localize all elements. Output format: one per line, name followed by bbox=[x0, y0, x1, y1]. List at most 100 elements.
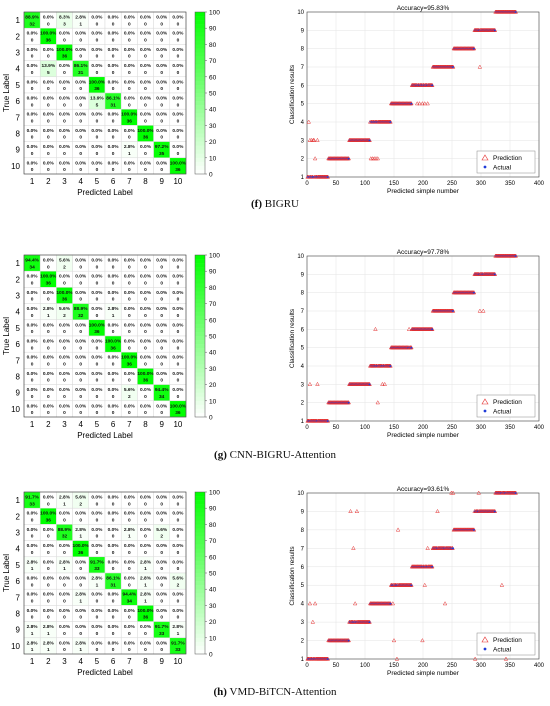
cm0-cell-pct-0-4: 0.0% bbox=[91, 14, 103, 20]
cb1-tick-6: 60 bbox=[209, 317, 217, 324]
sc0-xtick-7: 350 bbox=[505, 181, 516, 187]
cm2-cell-pct-1-2: 0.0% bbox=[59, 511, 71, 517]
cm2-cell-count-8-7: 0 bbox=[144, 631, 147, 637]
cm2-ytick-0: 1 bbox=[16, 496, 21, 505]
cm1-cell-count-8-9: 0 bbox=[177, 394, 180, 400]
cm2-cell-count-7-0: 0 bbox=[31, 615, 34, 621]
cm1-cell-count-9-6: 0 bbox=[128, 410, 131, 416]
cm1-cell-count-6-4: 0 bbox=[96, 361, 99, 367]
cm2-cell-count-6-4: 0 bbox=[96, 598, 99, 604]
sc1-legend-prediction: Prediction bbox=[493, 399, 522, 406]
cb0-seg-9 bbox=[195, 48, 205, 53]
cb0-tick-7: 70 bbox=[209, 58, 217, 65]
cb1-seg-17 bbox=[195, 323, 205, 329]
sc2-actual-144 bbox=[389, 602, 392, 605]
cb2-seg-19 bbox=[195, 568, 205, 574]
sc0-ytick-4: 5 bbox=[301, 102, 305, 108]
sc0-xlabel: Predicted simple number bbox=[387, 188, 460, 195]
cm1-cell-count-5-7: 0 bbox=[144, 345, 147, 351]
cm0-cell-count-2-6: 0 bbox=[128, 54, 131, 60]
cb1-tick-2: 20 bbox=[209, 382, 217, 389]
cm1-cell-pct-5-0: 0.0% bbox=[27, 338, 39, 344]
cm1-cell-count-8-3: 0 bbox=[79, 394, 82, 400]
cm1-cell-pct-0-4: 0.0% bbox=[91, 257, 103, 263]
sc1-prediction-134 bbox=[382, 381, 387, 386]
cm0-cell-pct-4-1: 0.0% bbox=[43, 79, 55, 85]
cm1-cell-count-1-8: 0 bbox=[160, 280, 163, 286]
cb2-seg-20 bbox=[195, 573, 205, 578]
caption-f-letter: (f) bbox=[251, 198, 262, 210]
cm2-cell-pct-0-5: 0.0% bbox=[108, 494, 120, 500]
cm1-cell-pct-6-9: 0.0% bbox=[172, 355, 184, 361]
cm2-cell-count-8-8: 33 bbox=[159, 631, 165, 637]
cm0-cell-count-0-1: 0 bbox=[47, 21, 50, 27]
cb2-seg-11 bbox=[195, 536, 205, 541]
cm1-cell-count-5-4: 0 bbox=[96, 345, 99, 351]
cm1-cell-pct-4-9: 0.0% bbox=[172, 322, 184, 328]
cm1-cell-count-2-1: 0 bbox=[47, 297, 50, 303]
sc2-xtick-0: 0 bbox=[305, 663, 309, 669]
cm1-cell-pct-1-8: 0.0% bbox=[156, 274, 168, 280]
cb2-seg-2 bbox=[195, 500, 205, 505]
cm0-cell-pct-0-0: 88.9% bbox=[25, 14, 39, 20]
cm2-cell-count-1-3: 0 bbox=[79, 517, 82, 523]
cm0-cell-count-8-2: 0 bbox=[63, 151, 66, 157]
cm2-cell-count-3-9: 0 bbox=[177, 550, 180, 556]
cb1-seg-7 bbox=[195, 283, 205, 288]
cm2-cell-pct-1-9: 0.0% bbox=[172, 511, 184, 517]
cm2-cell-count-9-0: 1 bbox=[31, 647, 34, 653]
cm0-cell-pct-7-9: 0.0% bbox=[172, 128, 184, 134]
cm1-cell-count-3-1: 1 bbox=[47, 313, 50, 319]
cm0-cell-count-0-9: 0 bbox=[177, 21, 180, 27]
cm1-cell-count-7-7: 36 bbox=[143, 378, 149, 384]
cm1-cell-pct-1-0: 0.0% bbox=[27, 274, 39, 280]
cm0-cell-pct-9-8: 0.0% bbox=[156, 160, 168, 166]
sc1-ytick-4: 5 bbox=[301, 346, 305, 352]
sc2-prediction-203 bbox=[422, 582, 427, 587]
sc0-prediction-199 bbox=[420, 101, 425, 106]
sc2-ytick-6: 7 bbox=[301, 546, 305, 552]
cm2-ytick-5: 6 bbox=[16, 577, 21, 586]
sc1-actual-36 bbox=[326, 420, 329, 422]
sc2-ytick-0: 1 bbox=[301, 657, 305, 663]
cm0-cell-pct-6-7: 0.0% bbox=[140, 112, 152, 118]
cm1-cell-pct-0-8: 0.0% bbox=[156, 257, 168, 263]
cm1-cell-pct-2-0: 0.0% bbox=[27, 290, 39, 296]
cm2-cell-count-6-2: 0 bbox=[63, 598, 66, 604]
cm2-cell-count-8-3: 0 bbox=[79, 631, 82, 637]
sc1-prediction-252 bbox=[450, 308, 456, 313]
cm2-border bbox=[23, 491, 187, 655]
cm0-cell-count-0-0: 32 bbox=[29, 21, 35, 27]
cm1-cell-count-1-5: 0 bbox=[112, 280, 115, 286]
cb1-seg-31 bbox=[195, 380, 205, 385]
cb0-seg-1 bbox=[195, 16, 205, 21]
cm1-cell-pct-6-4: 0.0% bbox=[91, 355, 103, 361]
cb0-seg-38 bbox=[195, 165, 205, 171]
cb0-tick-8: 80 bbox=[209, 42, 217, 49]
sc0-actual-180 bbox=[410, 102, 413, 105]
cm1-cell-count-0-2: 2 bbox=[63, 264, 66, 270]
cm1-cell-pct-8-6: 5.6% bbox=[124, 387, 136, 393]
sc2-actual-252 bbox=[452, 547, 455, 550]
cb0-tick-10: 100 bbox=[209, 10, 220, 17]
cb0-seg-16 bbox=[195, 76, 205, 82]
cm2-cell-count-3-8: 0 bbox=[160, 550, 163, 556]
cb2-seg-6 bbox=[195, 516, 205, 521]
sc2-xlabel: Predicted simple number bbox=[387, 670, 460, 677]
sc2-xtick-2: 100 bbox=[360, 663, 371, 669]
cm2-cell-count-4-9: 0 bbox=[177, 566, 180, 572]
sc0-ytick-5: 6 bbox=[301, 83, 305, 89]
cm1-cell-count-9-7: 0 bbox=[144, 410, 147, 416]
cm1-cell-pct-7-4: 0.0% bbox=[91, 371, 103, 377]
cm2-cell-pct-8-7: 0.0% bbox=[140, 624, 152, 630]
cm1-xtick-6: 7 bbox=[127, 420, 132, 429]
cm1-cell-count-5-0: 0 bbox=[31, 345, 34, 351]
cm1-cell-count-1-4: 0 bbox=[96, 280, 99, 286]
sc2-prediction-72 bbox=[346, 638, 351, 643]
cb2-tick-3: 30 bbox=[209, 603, 217, 610]
sc1-prediction-144 bbox=[388, 363, 393, 368]
sc2-prediction-336 bbox=[499, 582, 505, 587]
sc1-legend-prediction-marker bbox=[481, 398, 489, 405]
cm0-cell-count-5-8: 0 bbox=[160, 102, 163, 108]
